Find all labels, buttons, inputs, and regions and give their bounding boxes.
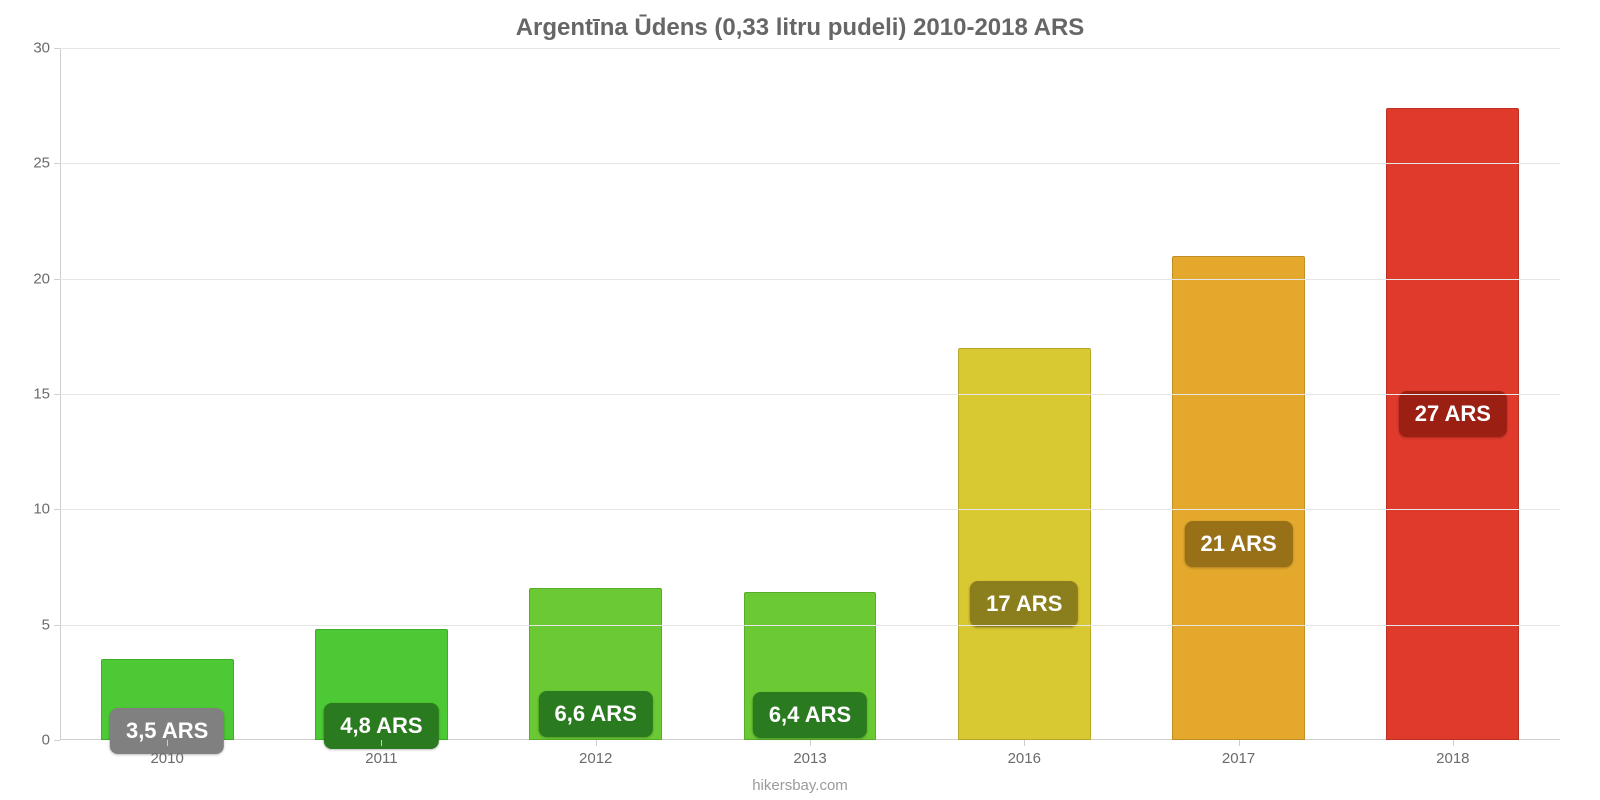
chart-title: Argentīna Ūdens (0,33 litru pudeli) 2010… bbox=[0, 0, 1600, 42]
bar: 27 ARS bbox=[1386, 108, 1519, 740]
y-tick-label: 20 bbox=[33, 270, 60, 287]
bar: 6,6 ARS bbox=[529, 588, 662, 740]
y-tick-label: 0 bbox=[42, 732, 60, 749]
x-tick-label: 2010 bbox=[150, 740, 183, 767]
bar-value-label: 17 ARS bbox=[970, 581, 1078, 627]
x-tick-label: 2012 bbox=[579, 740, 612, 767]
x-tick-label: 2016 bbox=[1008, 740, 1041, 767]
gridline bbox=[60, 48, 1560, 49]
gridline bbox=[60, 163, 1560, 164]
y-tick-label: 10 bbox=[33, 501, 60, 518]
x-tick-label: 2013 bbox=[793, 740, 826, 767]
bar: 3,5 ARS bbox=[101, 659, 234, 740]
y-tick-label: 15 bbox=[33, 386, 60, 403]
x-tick-label: 2011 bbox=[365, 740, 397, 767]
source-label: hikersbay.com bbox=[0, 777, 1600, 794]
gridline bbox=[60, 394, 1560, 395]
y-tick-label: 30 bbox=[33, 40, 60, 57]
plot-area: 3,5 ARS 4,8 ARS 6,6 ARS 6,4 ARS 17 ARS 21 ARS… bbox=[60, 48, 1560, 740]
bar-value-label: 27 ARS bbox=[1399, 391, 1507, 437]
bar: 21 ARS bbox=[1172, 256, 1305, 740]
x-tick-label: 2018 bbox=[1436, 740, 1469, 767]
gridline bbox=[60, 279, 1560, 280]
bar-value-label: 6,6 ARS bbox=[539, 691, 653, 737]
gridline bbox=[60, 625, 1560, 626]
y-tick-label: 5 bbox=[42, 616, 60, 633]
x-tick-label: 2017 bbox=[1222, 740, 1255, 767]
bar: 6,4 ARS bbox=[744, 592, 877, 740]
y-tick-label: 25 bbox=[33, 155, 60, 172]
chart-container: Argentīna Ūdens (0,33 litru pudeli) 2010… bbox=[0, 0, 1600, 800]
bar: 4,8 ARS bbox=[315, 629, 448, 740]
gridline bbox=[60, 509, 1560, 510]
bar-value-label: 21 ARS bbox=[1184, 521, 1292, 567]
bar: 17 ARS bbox=[958, 348, 1091, 740]
bar-value-label: 6,4 ARS bbox=[753, 692, 867, 738]
